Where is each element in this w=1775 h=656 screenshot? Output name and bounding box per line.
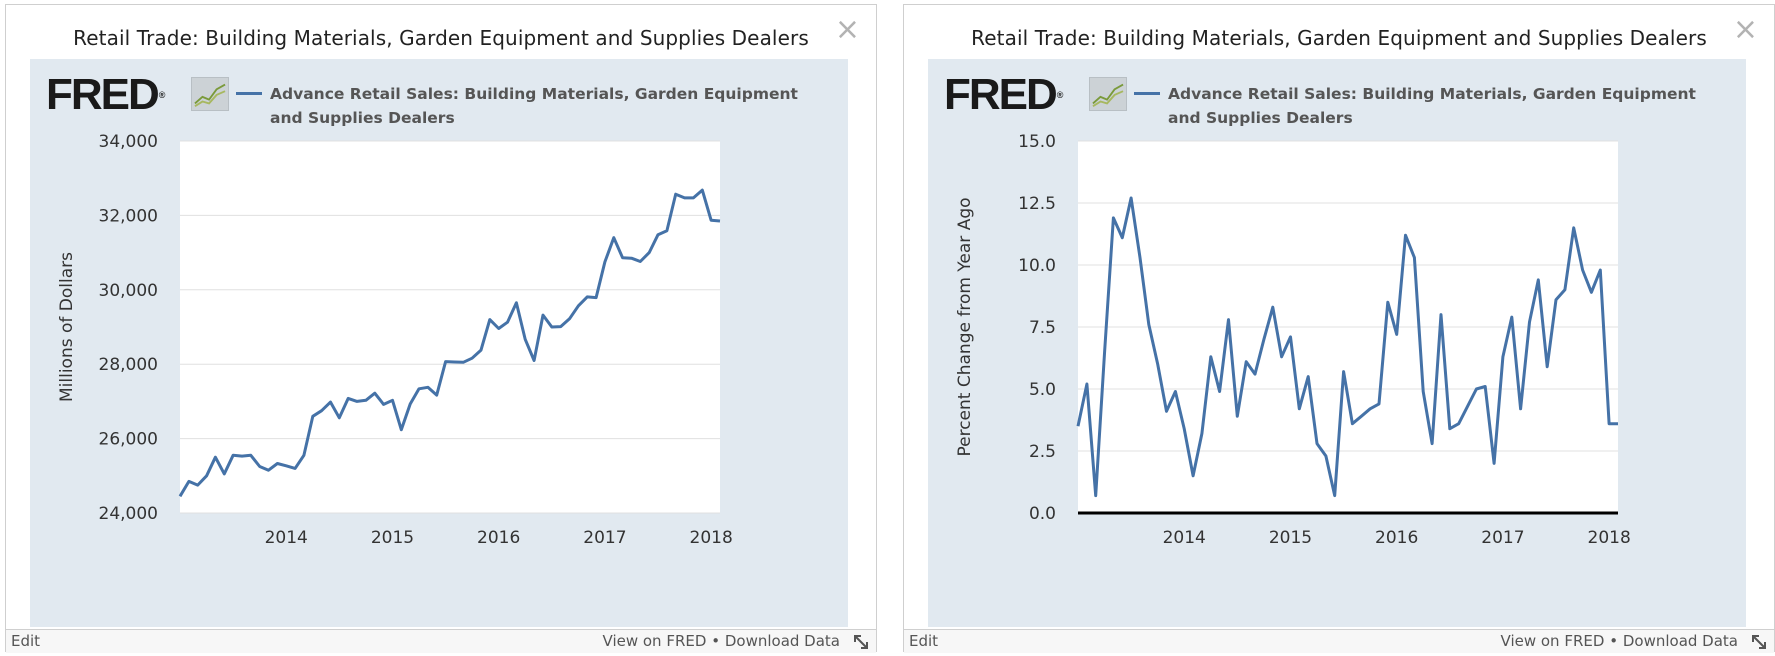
plot-area: [180, 141, 720, 513]
edit-link[interactable]: Edit: [11, 632, 41, 650]
line-chart-pct-change: 0.0 2.5 5.0 7.5 10.0 12.5 15.0 2014 2015 2016 2017…: [955, 132, 1631, 548]
y-tick-label: 15.0: [1018, 132, 1056, 152]
x-tick-label: 2017: [1481, 528, 1524, 548]
y-tick-label: 0.0: [1029, 504, 1056, 524]
y-tick-label: 26,000: [99, 430, 158, 450]
x-tick-label: 2016: [477, 528, 520, 548]
x-tick-label: 2017: [583, 528, 626, 548]
widget-title: Retail Trade: Building Materials, Garden…: [73, 26, 809, 50]
x-tick-label: 2018: [1588, 528, 1631, 548]
widget-footer: Edit View on FRED • Download Data: [6, 629, 876, 653]
edit-link[interactable]: Edit: [909, 632, 939, 650]
y-tick-label: 7.5: [1029, 318, 1056, 338]
footer-separator: •: [1609, 632, 1619, 650]
chart-panel: FRED® Advance Retail Sales: Building Mat…: [928, 59, 1746, 627]
y-tick-label: 10.0: [1018, 256, 1056, 276]
y-tick-label: 24,000: [99, 504, 158, 524]
y-axis-label: Millions of Dollars: [57, 252, 77, 402]
y-tick-label: 5.0: [1029, 380, 1056, 400]
legend-label: Advance Retail Sales: Building Materials…: [1168, 85, 1696, 127]
close-icon[interactable]: ×: [834, 12, 860, 47]
legend-swatch: [236, 92, 262, 95]
fred-logo: FRED®: [944, 70, 1064, 119]
y-tick-label: 30,000: [99, 281, 158, 301]
x-tick-label: 2018: [690, 528, 733, 548]
line-chart-levels: 24,000 26,000 28,000 30,000 32,000 34,000 2014…: [57, 132, 733, 548]
y-tick-label: 12.5: [1018, 194, 1056, 214]
fred-widget-pct-change: Retail Trade: Building Materials, Garden…: [903, 4, 1775, 653]
y-tick-label: 32,000: [99, 206, 158, 226]
fred-widget-levels: Retail Trade: Building Materials, Garden…: [5, 4, 877, 653]
resize-icon[interactable]: [1750, 633, 1768, 651]
x-tick-label: 2014: [1163, 528, 1206, 548]
footer-links: View on FRED • Download Data: [603, 630, 840, 652]
x-tick-label: 2016: [1375, 528, 1418, 548]
footer-links: View on FRED • Download Data: [1501, 630, 1738, 652]
download-data-link[interactable]: Download Data: [1622, 632, 1738, 650]
x-tick-label: 2015: [371, 528, 414, 548]
footer-separator: •: [711, 632, 721, 650]
download-data-link[interactable]: Download Data: [724, 632, 840, 650]
y-tick-label: 2.5: [1029, 442, 1056, 462]
view-on-fred-link[interactable]: View on FRED: [602, 632, 707, 650]
widget-footer: Edit View on FRED • Download Data: [904, 629, 1774, 653]
x-tick-label: 2014: [265, 528, 308, 548]
widget-title: Retail Trade: Building Materials, Garden…: [971, 26, 1707, 50]
legend-label: Advance Retail Sales: Building Materials…: [270, 85, 798, 127]
view-on-fred-link[interactable]: View on FRED: [1500, 632, 1605, 650]
series-line: [178, 188, 721, 498]
y-axis-label: Percent Change from Year Ago: [955, 197, 975, 456]
legend-swatch: [1134, 92, 1160, 95]
resize-icon[interactable]: [852, 633, 870, 651]
close-icon[interactable]: ×: [1732, 12, 1758, 47]
x-tick-label: 2015: [1269, 528, 1312, 548]
y-tick-label: 34,000: [99, 132, 158, 152]
chart-panel: FRED® Advance Retail Sales: Building Mat…: [30, 59, 848, 627]
fred-logo: FRED®: [46, 70, 166, 119]
y-tick-label: 28,000: [99, 355, 158, 375]
fred-graph-icon: [191, 77, 229, 111]
series-line: [1076, 196, 1618, 498]
fred-graph-icon: [1089, 77, 1127, 111]
